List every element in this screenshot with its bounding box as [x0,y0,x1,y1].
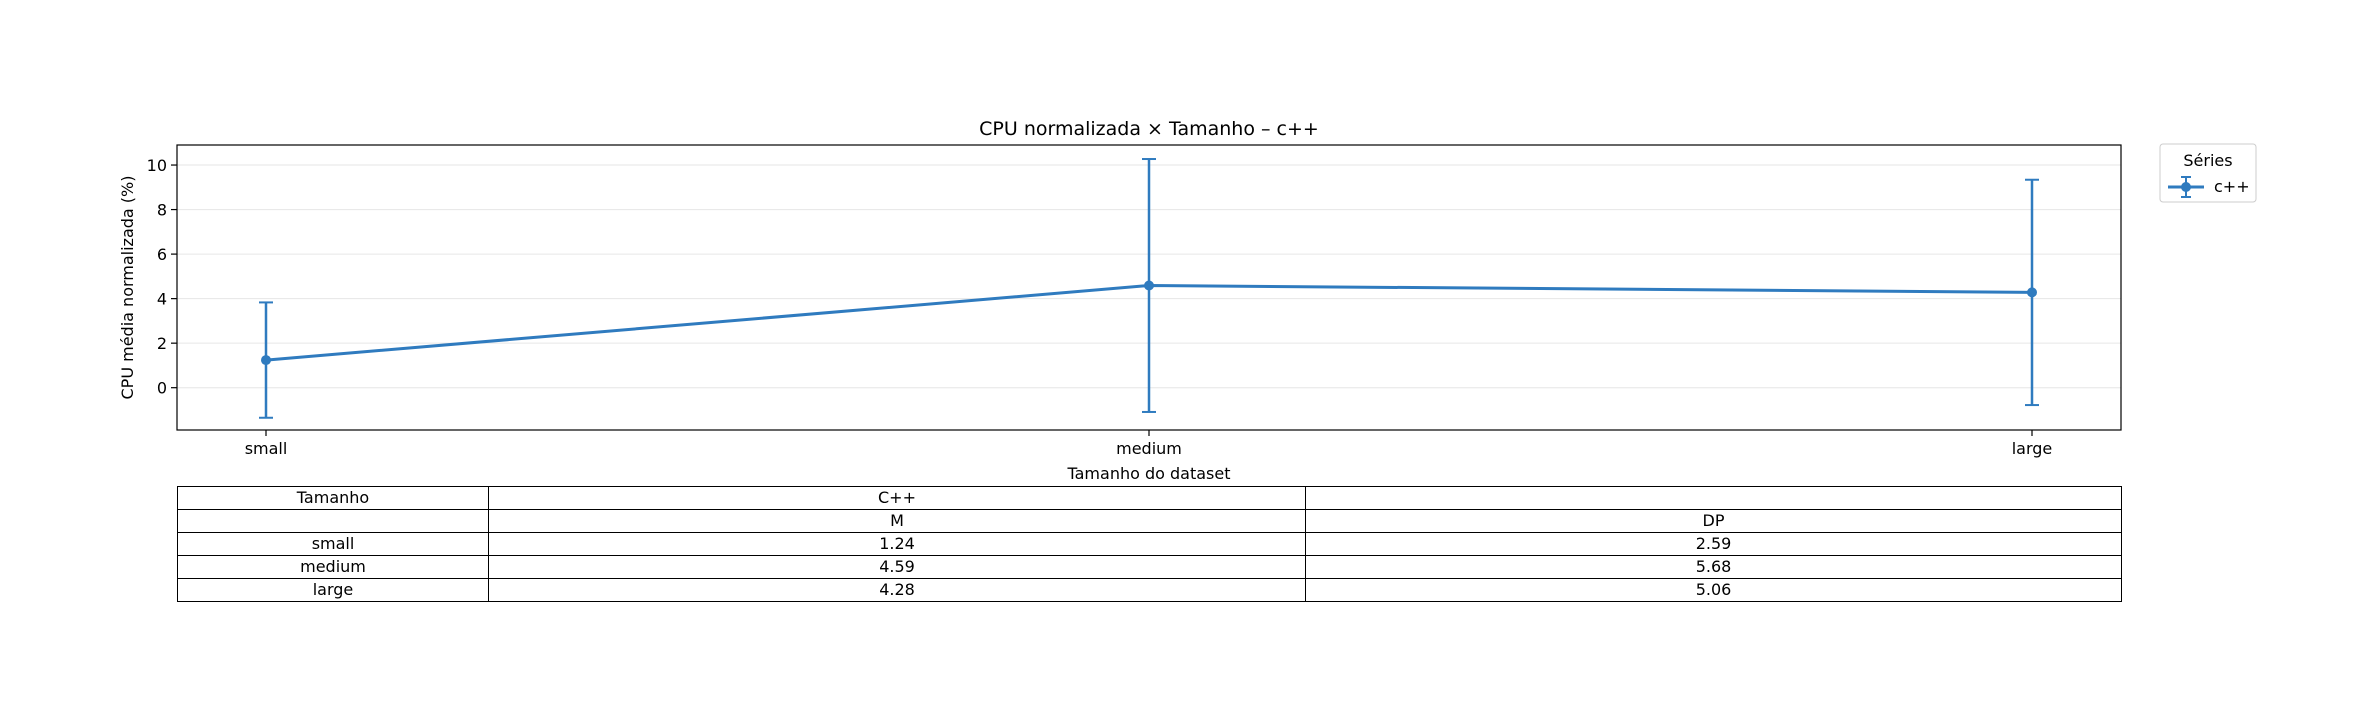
table-row: large 4.28 5.06 [177,578,2122,602]
x-tick-label: medium [1116,439,1182,458]
y-tick-label: 0 [157,379,167,398]
y-tick-label: 2 [157,334,167,353]
table-cell: small [177,532,489,556]
table-cell: 5.68 [1305,555,2122,579]
y-tick-label: 6 [157,245,167,264]
table-subheader-row: M DP [177,509,2122,533]
y-tick-label: 8 [157,201,167,220]
table-header-cell: DP [1305,509,2122,533]
table-cell: 4.28 [488,578,1306,602]
table-header-cell: M [488,509,1306,533]
legend-point [2181,182,2191,192]
table-cell: 4.59 [488,555,1306,579]
data-point [261,355,271,366]
table-row: small 1.24 2.59 [177,532,2122,556]
legend-entry-c-plus-plus: c++ [2214,177,2250,196]
x-axis-label: Tamanho do dataset [1067,464,1231,483]
table-header-cell: C++ [488,486,1306,510]
summary-table: Tamanho C++ M DP small 1.24 2.59 medium … [177,486,2122,602]
table-header-row: Tamanho C++ [177,486,2122,510]
legend-marker [2168,176,2204,198]
y-tick-label: 10 [147,156,167,175]
table-cell: 1.24 [488,532,1306,556]
y-axis-label: CPU média normalizada (%) [118,176,137,400]
table-cell: 5.06 [1305,578,2122,602]
data-point [2027,287,2037,298]
legend: Séries c++ [2159,143,2257,203]
x-axis-ticks: small medium large [245,430,2053,458]
table-row: medium 4.59 5.68 [177,555,2122,579]
table-header-cell [177,509,489,533]
series-c-plus-plus [259,158,2039,419]
y-tick-label: 4 [157,290,167,309]
data-point [1144,280,1154,291]
legend-title: Séries [2183,151,2232,170]
table-header-cell: Tamanho [177,486,489,510]
x-tick-label: large [2012,439,2053,458]
table-cell: large [177,578,489,602]
table-header-cell [1305,486,2122,510]
table-cell: medium [177,555,489,579]
y-axis-ticks: 0 2 4 6 8 10 [147,156,177,398]
x-tick-label: small [245,439,288,458]
chart-title: CPU normalizada × Tamanho – c++ [979,118,1319,140]
table-cell: 2.59 [1305,532,2122,556]
